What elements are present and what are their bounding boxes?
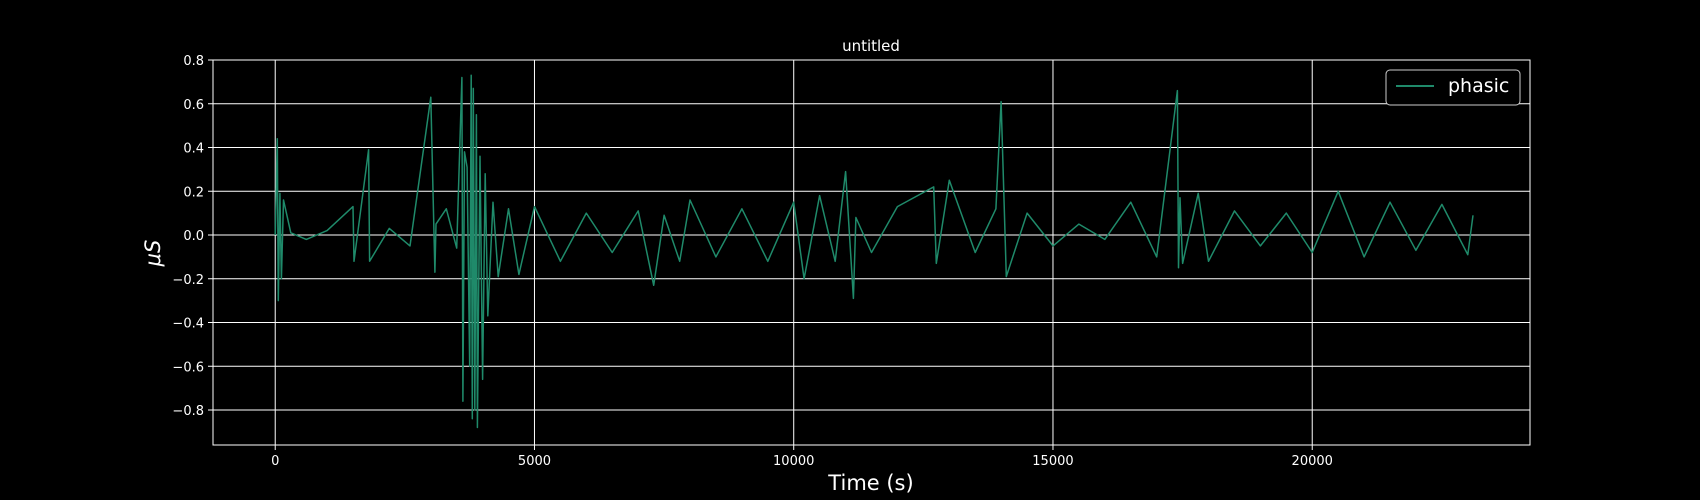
y-axis-ticks: −0.8 −0.6 −0.4 −0.2 0.0 0.2 0.4 0.6 0.8 [172,54,213,419]
series-layer [274,74,1474,429]
legend-label-phasic: phasic [1448,75,1509,97]
y-tick-label: −0.8 [172,404,204,419]
y-tick-label: 0.4 [183,142,204,157]
chart-title: untitled [842,37,900,55]
x-tick-label: 20000 [1292,454,1333,469]
y-axis-label: μS [141,240,165,268]
y-tick-label: 0.8 [183,54,204,69]
plot-frame [212,59,1531,446]
x-tick-label: 0 [271,454,279,469]
y-tick-label: 0.2 [183,185,204,200]
x-tick-label: 10000 [773,454,814,469]
legend-box [1385,69,1521,106]
legend: phasic [1385,69,1521,106]
y-tick-label: 0.0 [183,229,204,244]
y-tick-label: −0.6 [172,360,204,375]
x-tick-label: 5000 [518,454,551,469]
y-tick-label: −0.2 [172,273,204,288]
x-axis-label: Time (s) [827,471,913,495]
y-tick-label: 0.6 [183,98,204,113]
y-tick-label: −0.4 [172,317,204,332]
x-tick-label: 15000 [1032,454,1073,469]
series-line-phasic [274,74,1474,429]
x-axis-ticks: 0 5000 10000 15000 20000 [271,445,1333,469]
